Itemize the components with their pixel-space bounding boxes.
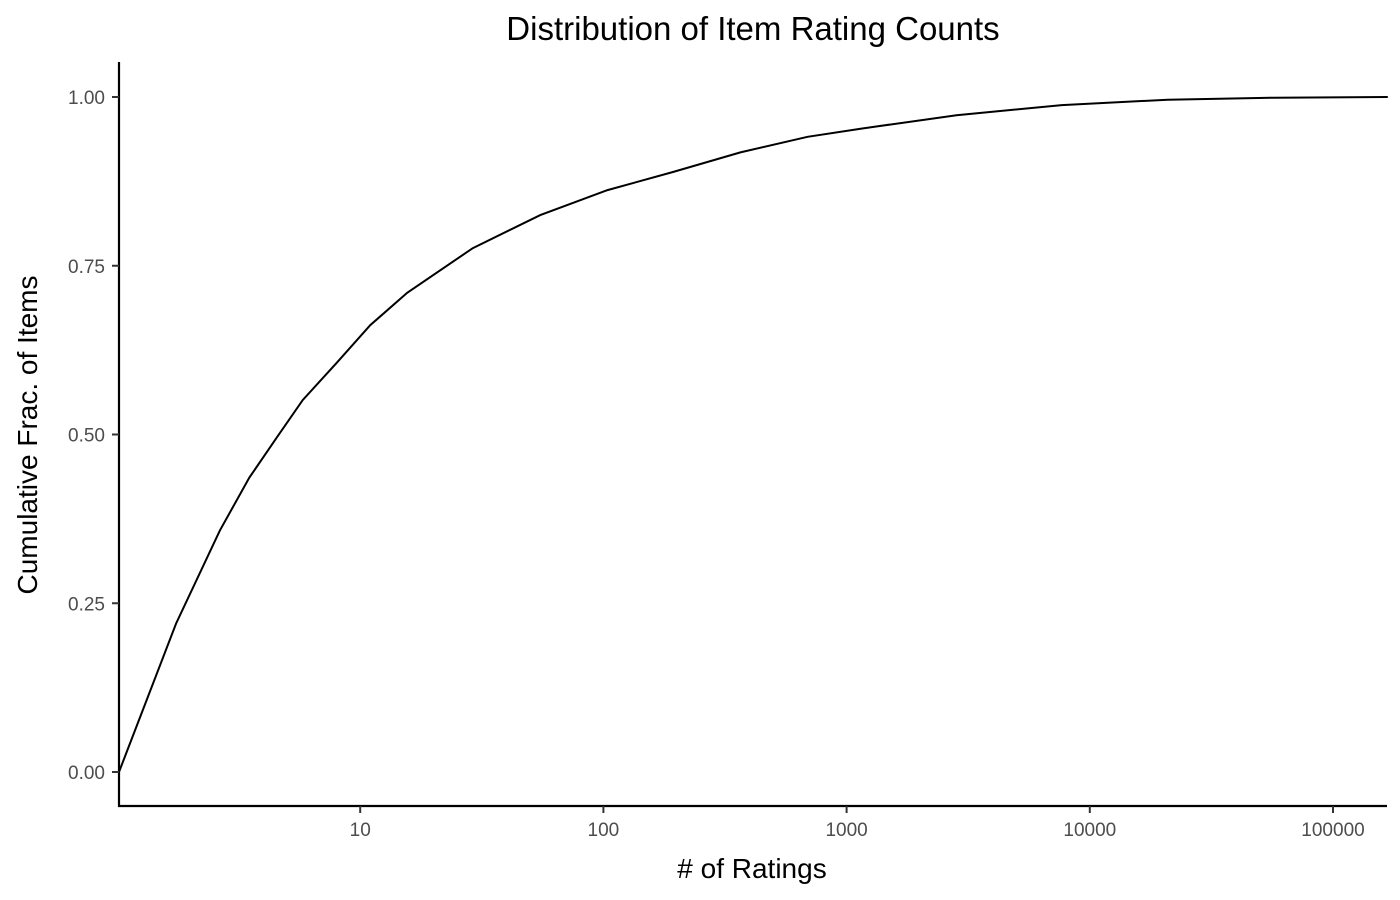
y-tick-label: 0.00 xyxy=(68,763,105,784)
x-axis-ticks: 10 100 1000 10000 100000 xyxy=(350,806,1365,841)
x-tick-label: 100 xyxy=(588,820,620,841)
y-tick-label: 0.50 xyxy=(68,426,105,447)
ecdf-line xyxy=(118,96,1388,773)
x-tick-label: 1000 xyxy=(825,820,867,841)
x-tick-label: 100000 xyxy=(1301,820,1364,841)
x-tick-label: 10 xyxy=(350,820,371,841)
y-tick-label: 0.25 xyxy=(68,594,105,615)
y-axis-label: Cumulative Frac. of Items xyxy=(12,276,43,595)
chart-title: Distribution of Item Rating Counts xyxy=(506,10,999,47)
plot-area xyxy=(118,96,1388,773)
y-tick-label: 1.00 xyxy=(68,88,105,109)
x-axis-label: # of Ratings xyxy=(677,853,826,884)
y-tick-label: 0.75 xyxy=(68,257,105,278)
y-axis-ticks: 0.00 0.25 0.50 0.75 1.00 xyxy=(68,88,119,784)
x-tick-label: 10000 xyxy=(1063,820,1116,841)
